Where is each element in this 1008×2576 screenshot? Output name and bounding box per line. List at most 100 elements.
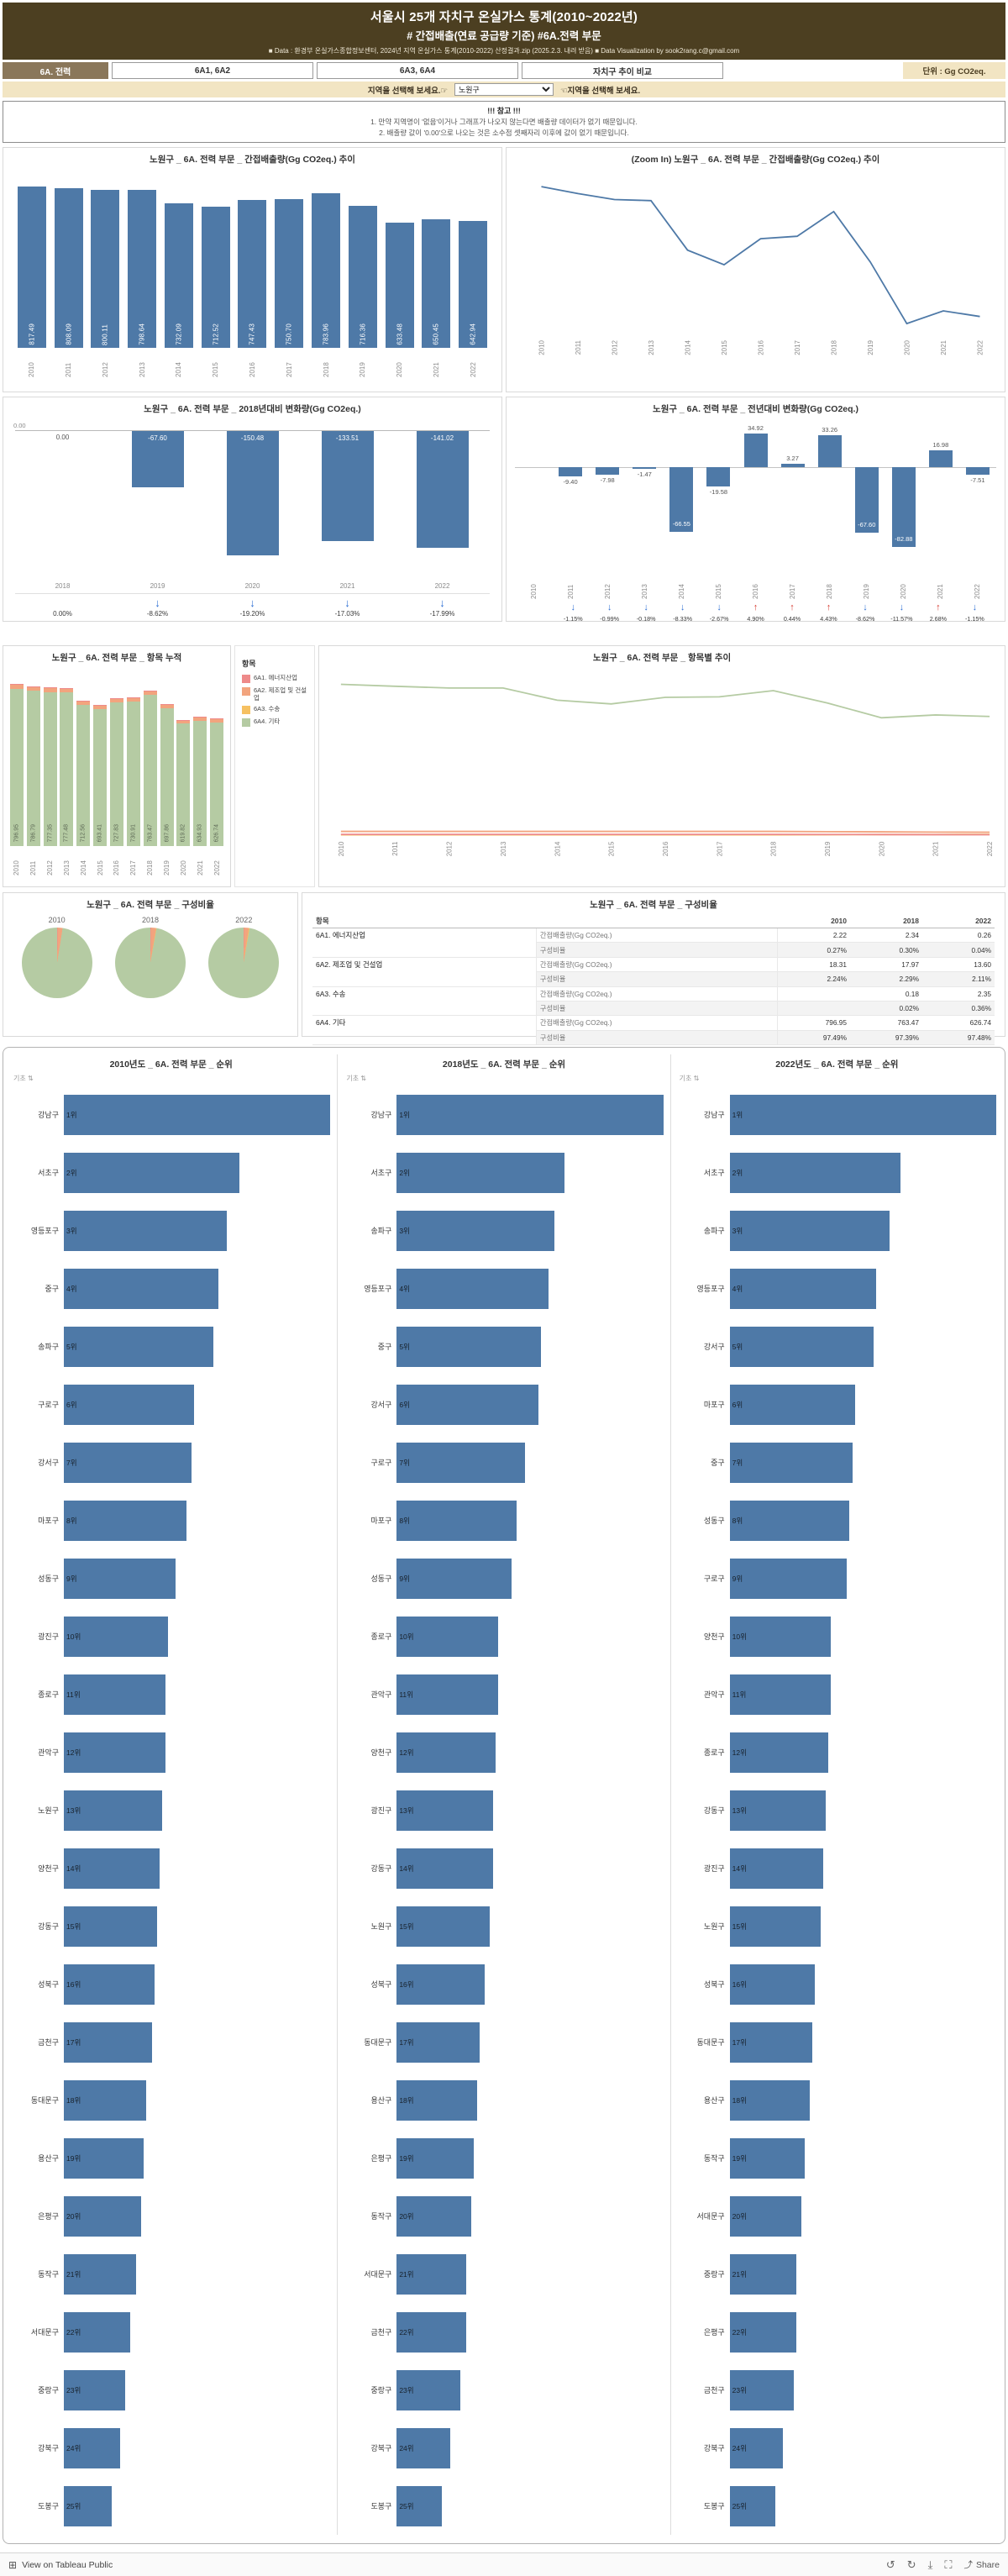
bar[interactable]: 16위 bbox=[396, 1964, 485, 2005]
bar[interactable]: 19위 bbox=[396, 2138, 474, 2179]
stacked-bar[interactable]: 634.93 bbox=[193, 717, 207, 846]
region-select[interactable]: 노원구 bbox=[454, 83, 554, 96]
bar[interactable] bbox=[966, 467, 990, 475]
bar[interactable]: 2위 bbox=[396, 1153, 564, 1193]
bar[interactable]: 19위 bbox=[64, 2138, 144, 2179]
bar[interactable]: 817.49 bbox=[18, 187, 46, 348]
bar[interactable] bbox=[706, 467, 730, 486]
bar[interactable]: -67.60 bbox=[132, 431, 184, 487]
bar[interactable]: 20위 bbox=[64, 2196, 141, 2237]
view-on-tableau-link[interactable]: View on Tableau Public bbox=[22, 2560, 113, 2570]
bar[interactable]: 23위 bbox=[64, 2370, 125, 2410]
bar[interactable]: 19위 bbox=[730, 2138, 805, 2179]
bar[interactable]: 23위 bbox=[396, 2370, 460, 2410]
bar[interactable]: 11위 bbox=[396, 1674, 498, 1715]
download-icon[interactable]: ⤓ bbox=[928, 2558, 933, 2572]
tab-4[interactable]: 자치구 추이 비교 bbox=[522, 62, 723, 79]
bar[interactable]: 7위 bbox=[730, 1443, 853, 1483]
bar[interactable]: 10위 bbox=[396, 1617, 498, 1657]
bar[interactable]: 10위 bbox=[64, 1617, 168, 1657]
bar[interactable]: 24위 bbox=[64, 2428, 120, 2468]
bar[interactable]: 5위 bbox=[64, 1327, 213, 1367]
stacked-bar[interactable]: 697.86 bbox=[160, 704, 174, 846]
tab-3[interactable]: 6A3, 6A4 bbox=[317, 62, 518, 79]
bar[interactable]: 25위 bbox=[64, 2486, 112, 2526]
bar[interactable]: 633.48 bbox=[386, 223, 414, 348]
bar[interactable]: 9위 bbox=[396, 1559, 511, 1599]
bar[interactable]: 800.11 bbox=[91, 190, 119, 348]
bar[interactable]: 7위 bbox=[64, 1443, 192, 1483]
bar[interactable]: 9위 bbox=[730, 1559, 848, 1599]
share-button[interactable]: ⤴ Share bbox=[963, 2558, 1000, 2571]
stacked-bar[interactable]: 619.82 bbox=[176, 720, 190, 846]
bar[interactable]: -141.02 bbox=[417, 431, 469, 548]
bar[interactable] bbox=[744, 434, 768, 467]
bar[interactable]: 5위 bbox=[730, 1327, 874, 1367]
bar[interactable]: 22위 bbox=[396, 2312, 466, 2353]
bar[interactable]: 20위 bbox=[730, 2196, 802, 2237]
pie-chart[interactable] bbox=[22, 928, 92, 998]
bar[interactable]: 21위 bbox=[730, 2254, 796, 2295]
bar[interactable]: 3위 bbox=[396, 1211, 554, 1251]
legend-item[interactable]: 6A3. 수송 bbox=[242, 705, 309, 714]
bar[interactable]: 25위 bbox=[730, 2486, 775, 2526]
bar[interactable] bbox=[818, 435, 842, 467]
stacked-bar[interactable]: 777.48 bbox=[60, 688, 73, 846]
fullscreen-icon[interactable]: ⛶ bbox=[944, 2558, 952, 2572]
bar[interactable] bbox=[596, 467, 619, 475]
bar[interactable]: 4위 bbox=[64, 1269, 218, 1309]
bar[interactable]: 747.43 bbox=[238, 200, 266, 348]
bar[interactable]: 1위 bbox=[396, 1095, 663, 1135]
bar[interactable]: 14위 bbox=[396, 1848, 492, 1889]
bar[interactable]: 642.94 bbox=[459, 221, 487, 348]
bar[interactable]: 15위 bbox=[64, 1906, 157, 1947]
bar[interactable]: 15위 bbox=[396, 1906, 490, 1947]
bar[interactable]: 12위 bbox=[64, 1732, 165, 1773]
tab-2[interactable]: 6A1, 6A2 bbox=[112, 62, 313, 79]
bar[interactable]: 4위 bbox=[730, 1269, 877, 1309]
bar[interactable]: 11위 bbox=[64, 1674, 165, 1715]
sort-control[interactable]: 기초 ⇅ bbox=[344, 1072, 663, 1086]
bar[interactable]: 24위 bbox=[396, 2428, 449, 2468]
bar[interactable]: 3위 bbox=[64, 1211, 227, 1251]
bar[interactable]: 798.64 bbox=[128, 190, 156, 348]
legend-item[interactable]: 6A1. 에너지산업 bbox=[242, 674, 309, 683]
undo-icon[interactable]: ↺ bbox=[886, 2558, 895, 2572]
stacked-bar[interactable]: 730.91 bbox=[127, 697, 140, 846]
bar[interactable]: 14위 bbox=[730, 1848, 823, 1889]
bar[interactable]: 24위 bbox=[730, 2428, 783, 2468]
bar[interactable]: 21위 bbox=[64, 2254, 136, 2295]
bar[interactable] bbox=[633, 467, 656, 469]
pie-chart[interactable] bbox=[115, 928, 186, 998]
bar[interactable]: 4위 bbox=[396, 1269, 549, 1309]
tab-1[interactable]: 6A. 전력 bbox=[3, 62, 108, 79]
bar[interactable]: 712.52 bbox=[202, 207, 230, 348]
bar[interactable]: 18위 bbox=[396, 2080, 476, 2121]
stacked-bar[interactable]: 763.47 bbox=[144, 691, 157, 846]
sort-control[interactable]: 기초 ⇅ bbox=[12, 1072, 330, 1086]
stacked-bar[interactable]: 796.95 bbox=[10, 684, 24, 846]
bar[interactable]: 6위 bbox=[64, 1385, 194, 1425]
bar[interactable]: 15위 bbox=[730, 1906, 821, 1947]
bar[interactable]: 17위 bbox=[396, 2022, 479, 2063]
bar[interactable]: 13위 bbox=[730, 1790, 826, 1831]
bar[interactable]: 13위 bbox=[64, 1790, 162, 1831]
bar[interactable]: 22위 bbox=[730, 2312, 796, 2353]
bar[interactable]: 14위 bbox=[64, 1848, 160, 1889]
stacked-bar[interactable]: 727.83 bbox=[110, 698, 123, 846]
bar[interactable]: 1위 bbox=[730, 1095, 996, 1135]
legend-item[interactable]: 6A4. 기타 bbox=[242, 718, 309, 727]
bar[interactable]: 22위 bbox=[64, 2312, 130, 2353]
stacked-bar[interactable]: 693.41 bbox=[93, 705, 107, 846]
bar[interactable]: -150.48 bbox=[227, 431, 279, 555]
bar[interactable]: 750.70 bbox=[275, 199, 303, 348]
bar[interactable]: 3위 bbox=[730, 1211, 890, 1251]
bar[interactable]: 6위 bbox=[730, 1385, 855, 1425]
bar[interactable]: 23위 bbox=[730, 2370, 794, 2410]
bar[interactable]: 18위 bbox=[730, 2080, 810, 2121]
bar[interactable]: 6위 bbox=[396, 1385, 538, 1425]
redo-icon[interactable]: ↻ bbox=[907, 2558, 916, 2572]
stacked-bar[interactable]: 712.56 bbox=[76, 701, 90, 846]
sort-control[interactable]: 기초 ⇅ bbox=[678, 1072, 996, 1086]
bar[interactable]: 13위 bbox=[396, 1790, 492, 1831]
